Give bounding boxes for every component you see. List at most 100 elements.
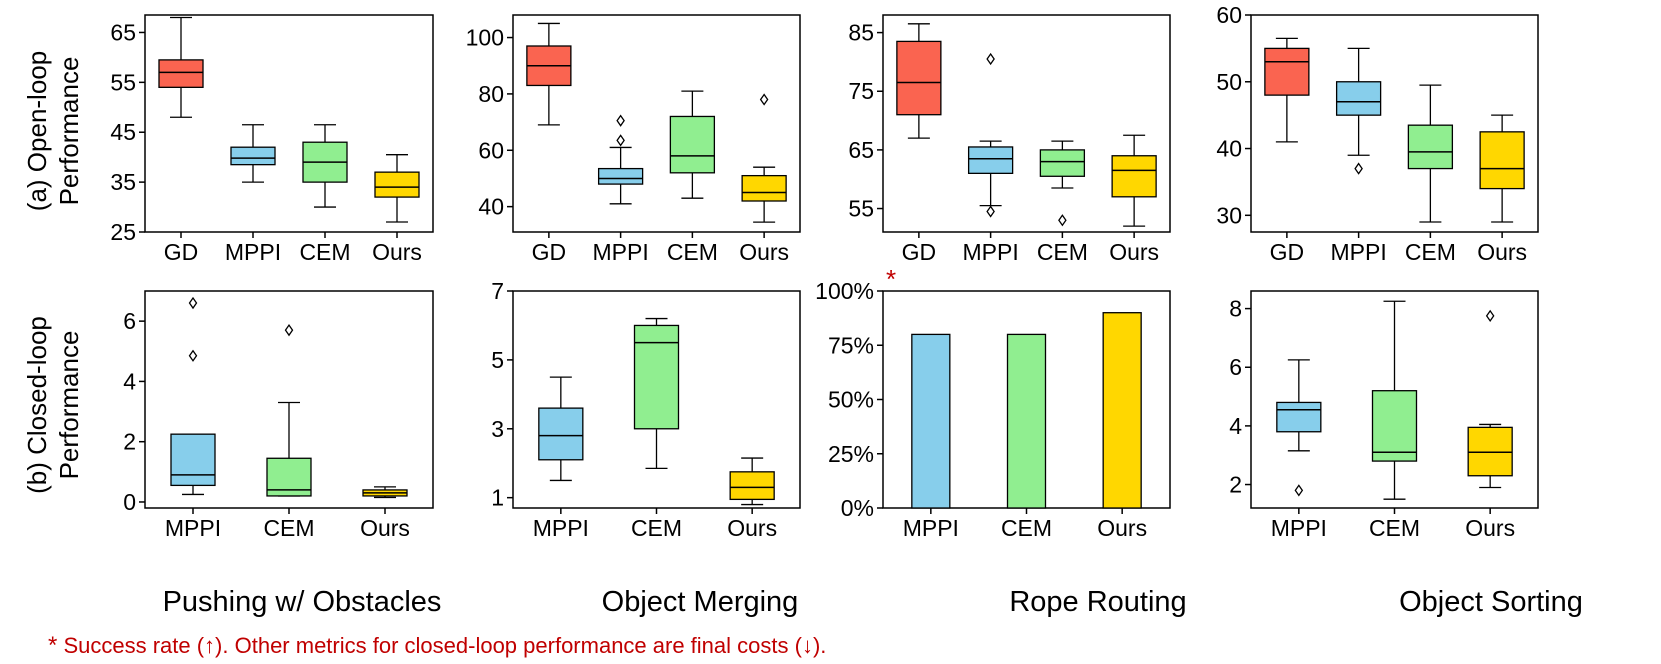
iqr-box [1264, 47, 1310, 96]
y-tick-label: 75% [828, 332, 874, 358]
outlier-point [1058, 214, 1067, 227]
x-tick-label-ours: Ours [739, 239, 789, 265]
row-label-b-line2: Performance [54, 331, 84, 480]
outlier-point [1294, 484, 1304, 497]
column-title-rope: Rope Routing [1009, 586, 1186, 618]
box-ours [1479, 114, 1525, 223]
x-tick-label-gd: GD [1270, 239, 1305, 265]
y-tick-label: 25 [110, 219, 136, 245]
iqr-box [896, 40, 942, 116]
outlier-point [986, 52, 995, 66]
x-tick-label-mppi: MPPI [225, 239, 281, 265]
box-ours [362, 486, 408, 499]
x-tick-label-mppi: MPPI [1271, 515, 1327, 541]
column-title-sorting: Object Sorting [1399, 586, 1583, 618]
y-tick-label: 45 [110, 119, 136, 145]
x-tick-label-mppi: MPPI [165, 515, 221, 541]
y-tick-label: 6 [1229, 354, 1242, 380]
box-gd [896, 23, 942, 139]
column-title-pushing: Pushing w/ Obstacles [163, 586, 442, 618]
y-tick-label: 8 [1229, 296, 1242, 322]
box-gd [1264, 37, 1310, 143]
box-ours [374, 154, 420, 223]
x-tick-label-cem: CEM [1369, 515, 1420, 541]
y-tick-label: 2 [1229, 472, 1242, 498]
outlier-point [616, 114, 625, 127]
subplot-b1: 0 2 4 6 MPPI CEM Ours [123, 290, 434, 541]
x-tick-label-gd: GD [164, 239, 199, 265]
outlier-point [616, 134, 625, 147]
box-cem [633, 317, 680, 470]
box-mppi [597, 114, 644, 205]
outlier-point [986, 205, 995, 218]
x-tick-label-cem: CEM [263, 515, 314, 541]
box-ours [741, 93, 787, 223]
y-tick-label: 60 [478, 137, 504, 163]
row-label-b-line1: (b) Closed-loop [22, 316, 52, 494]
iqr-box [170, 433, 216, 487]
footnote-text: Success rate (↑). Other metrics for clos… [57, 633, 827, 658]
row-label-a-line2: Performance [54, 57, 84, 206]
iqr-box [597, 167, 644, 185]
y-tick-label: 65 [110, 19, 136, 45]
iqr-box [741, 174, 787, 202]
x-tick-label-mppi: MPPI [533, 515, 589, 541]
x-tick-label-ours: Ours [1477, 239, 1527, 265]
box-cem [1039, 140, 1086, 227]
box-cem [266, 324, 312, 497]
y-tick-label: 5 [491, 347, 504, 373]
y-tick-label: 0 [123, 489, 136, 515]
y-tick-label: 25% [828, 441, 874, 467]
box-cem [302, 124, 348, 208]
y-tick-label: 6 [123, 308, 136, 334]
box-gd [158, 16, 204, 118]
outlier-point [188, 349, 198, 362]
footnote-star: * [48, 632, 58, 659]
x-tick-label-ours: Ours [1097, 515, 1147, 541]
box-mppi [170, 296, 216, 496]
axes-frame [144, 14, 434, 233]
box-gd [526, 22, 572, 126]
outlier-point [759, 93, 769, 106]
subplot-a1: 25 35 45 55 65 GD MPPI CEM Ours [110, 14, 434, 265]
subplot-a4: 30 40 50 60 GD MPPI CEM Ours [1216, 2, 1539, 265]
box-mppi [230, 124, 276, 183]
x-tick-label-mppi: MPPI [903, 515, 959, 541]
subplot-b3: 0% 25% 50% 75% 100% MPPI CEM Ours * [815, 264, 1171, 541]
outlier-point [1485, 309, 1495, 323]
y-tick-label: 7 [491, 278, 504, 304]
footnote: * Success rate (↑). Other metrics for cl… [48, 632, 826, 660]
y-tick-label: 4 [1229, 413, 1242, 439]
iqr-box [729, 471, 775, 501]
box-cem [1371, 300, 1418, 500]
y-tick-label: 50 [1216, 69, 1242, 95]
y-tick-label: 3 [491, 416, 504, 442]
subplot-a3: 55 65 75 85 GD MPPI CEM Ours [848, 14, 1171, 265]
x-tick-label-cem: CEM [1037, 239, 1088, 265]
success-rate-asterisk: * [886, 264, 896, 294]
x-tick-label-cem: CEM [1405, 239, 1456, 265]
x-tick-label-gd: GD [532, 239, 567, 265]
x-tick-label-mppi: MPPI [963, 239, 1019, 265]
y-tick-label: 35 [110, 169, 136, 195]
column-title-merging: Object Merging [602, 586, 799, 618]
outlier-point [1354, 162, 1363, 175]
x-tick-label-cem: CEM [1001, 515, 1052, 541]
iqr-box [1407, 124, 1454, 170]
x-tick-label-ours: Ours [360, 515, 410, 541]
y-tick-label: 1 [491, 485, 504, 511]
iqr-box [1479, 131, 1525, 190]
y-tick-label: 40 [1216, 136, 1242, 162]
subplot-b2: 1 3 5 7 MPPI CEM Ours [491, 278, 801, 541]
y-tick-label: 50% [828, 387, 874, 413]
x-tick-label-mppi: MPPI [593, 239, 649, 265]
y-tick-label: 65 [848, 137, 874, 163]
iqr-box [1335, 81, 1382, 116]
iqr-box [158, 59, 204, 88]
axes-frame [882, 14, 1171, 233]
x-tick-label-cem: CEM [667, 239, 718, 265]
y-tick-label: 4 [123, 368, 136, 394]
outlier-point [284, 324, 294, 337]
box-cem [1407, 84, 1454, 223]
